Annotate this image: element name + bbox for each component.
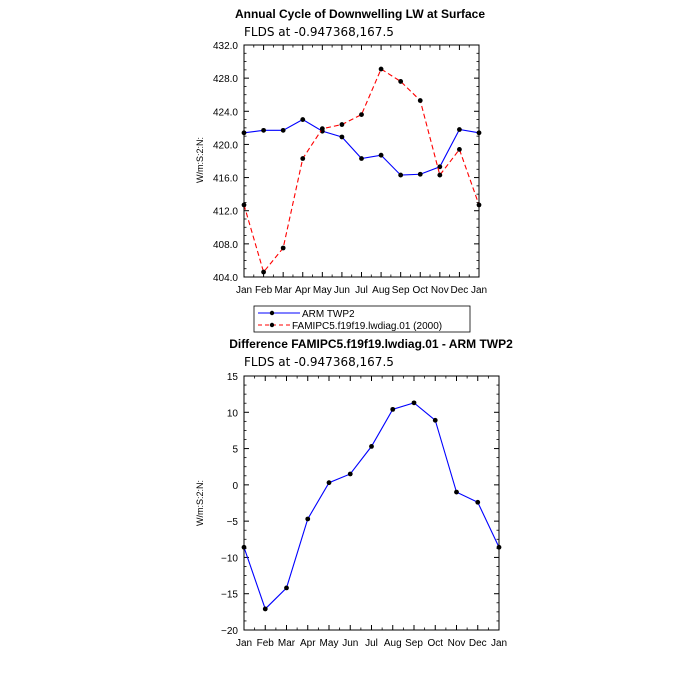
x-tick-label: Mar [275, 285, 293, 296]
x-tick-label: Jun [342, 638, 358, 649]
data-point [437, 164, 443, 170]
data-point [417, 171, 423, 177]
x-tick-label: May [320, 638, 339, 649]
y-tick-label: 404.0 [213, 273, 238, 284]
y-tick-label: −20 [221, 626, 238, 637]
legend-marker-famip [269, 322, 275, 328]
y-tick-label: 0 [232, 481, 238, 492]
data-point [261, 269, 266, 275]
y-tick-label: 416.0 [213, 174, 238, 185]
data-point [369, 443, 374, 449]
data-point [411, 400, 417, 406]
data-point [300, 156, 306, 161]
y-tick-label: 5 [232, 445, 238, 456]
legend-label-famip: FAMIPC5.f19f19.lwdiag.01 (2000) [292, 321, 442, 332]
data-point [457, 147, 462, 152]
data-point [241, 202, 247, 208]
x-tick-label: Apr [295, 285, 311, 296]
data-point [261, 127, 266, 133]
legend-marker-arm [269, 310, 275, 316]
x-tick-label: Nov [431, 285, 449, 296]
legend-box [253, 305, 471, 333]
data-point [339, 122, 345, 127]
series-line-0 [243, 118, 480, 176]
data-point [390, 406, 396, 412]
x-tick-label: Oct [412, 285, 428, 296]
chart-subtitle: FLDS at -0.947368,167.5 [244, 25, 394, 39]
data-point [347, 471, 353, 477]
data-point [417, 98, 423, 103]
x-tick-label: Oct [427, 638, 443, 649]
y-axis-label: W/m:S:2:N: [195, 480, 205, 526]
data-point [241, 544, 247, 550]
data-point [476, 202, 482, 208]
y-tick-label: −15 [221, 590, 238, 601]
x-tick-label: Aug [384, 638, 402, 649]
y-tick-label: 428.0 [213, 74, 238, 85]
chart-subtitle: FLDS at -0.947368,167.5 [244, 355, 394, 369]
data-point [326, 480, 332, 486]
series-line-0 [243, 402, 500, 610]
x-tick-label: Aug [372, 285, 390, 296]
y-tick-label: 15 [227, 372, 239, 383]
x-tick-label: Jan [471, 285, 487, 296]
difference-chart: Difference FAMIPC5.f19f19.lwdiag.01 - AR… [195, 337, 513, 649]
data-point [284, 585, 289, 591]
data-point [398, 172, 404, 178]
legend: ARM TWP2 FAMIPC5.f19f19.lwdiag.01 (2000) [253, 305, 471, 333]
data-point [280, 245, 286, 251]
y-tick-label: 424.0 [213, 107, 238, 118]
chart-title: Difference FAMIPC5.f19f19.lwdiag.01 - AR… [229, 337, 513, 351]
series-line-1 [243, 68, 480, 274]
chart-title: Annual Cycle of Downwelling LW at Surfac… [235, 7, 485, 21]
data-point [319, 126, 325, 132]
data-point [378, 66, 384, 72]
y-tick-label: −10 [221, 553, 238, 564]
x-tick-label: Jul [355, 285, 368, 296]
x-tick-label: Feb [257, 638, 275, 649]
x-tick-label: Sep [405, 638, 423, 649]
y-tick-label: 420.0 [213, 140, 238, 151]
data-point [262, 606, 268, 612]
y-tick-label: 432.0 [213, 41, 238, 52]
legend-label-arm: ARM TWP2 [302, 309, 355, 320]
y-tick-label: 408.0 [213, 240, 238, 251]
data-point [359, 112, 364, 117]
x-tick-label: Jul [365, 638, 378, 649]
data-point [241, 130, 247, 136]
data-point [280, 127, 286, 133]
data-point [339, 134, 345, 140]
data-point [476, 130, 482, 136]
data-point [496, 544, 502, 550]
x-tick-label: Nov [448, 638, 466, 649]
data-point [359, 156, 364, 161]
y-tick-label: 412.0 [213, 207, 238, 218]
x-tick-label: Dec [451, 285, 469, 296]
x-tick-label: Jan [236, 638, 252, 649]
data-point [398, 79, 404, 84]
y-tick-label: 10 [227, 408, 239, 419]
annual-cycle-chart: Annual Cycle of Downwelling LW at Surfac… [195, 7, 487, 296]
x-tick-label: Dec [469, 638, 487, 649]
y-tick-label: −5 [227, 517, 239, 528]
data-point [437, 172, 443, 178]
data-point [378, 152, 384, 158]
data-point [454, 489, 459, 495]
plot-frame [243, 44, 480, 278]
x-tick-label: Jan [236, 285, 252, 296]
x-tick-label: Apr [300, 638, 316, 649]
data-point [432, 417, 438, 423]
x-tick-label: Mar [278, 638, 296, 649]
data-point [305, 516, 311, 522]
x-tick-label: Feb [255, 285, 273, 296]
x-tick-label: Sep [392, 285, 410, 296]
data-point [457, 127, 462, 132]
x-tick-label: May [313, 285, 332, 296]
x-tick-label: Jun [334, 285, 350, 296]
y-axis-label: W/m:S:2:N: [195, 137, 205, 183]
data-point [300, 117, 306, 122]
data-point [475, 499, 481, 505]
x-tick-label: Jan [491, 638, 507, 649]
